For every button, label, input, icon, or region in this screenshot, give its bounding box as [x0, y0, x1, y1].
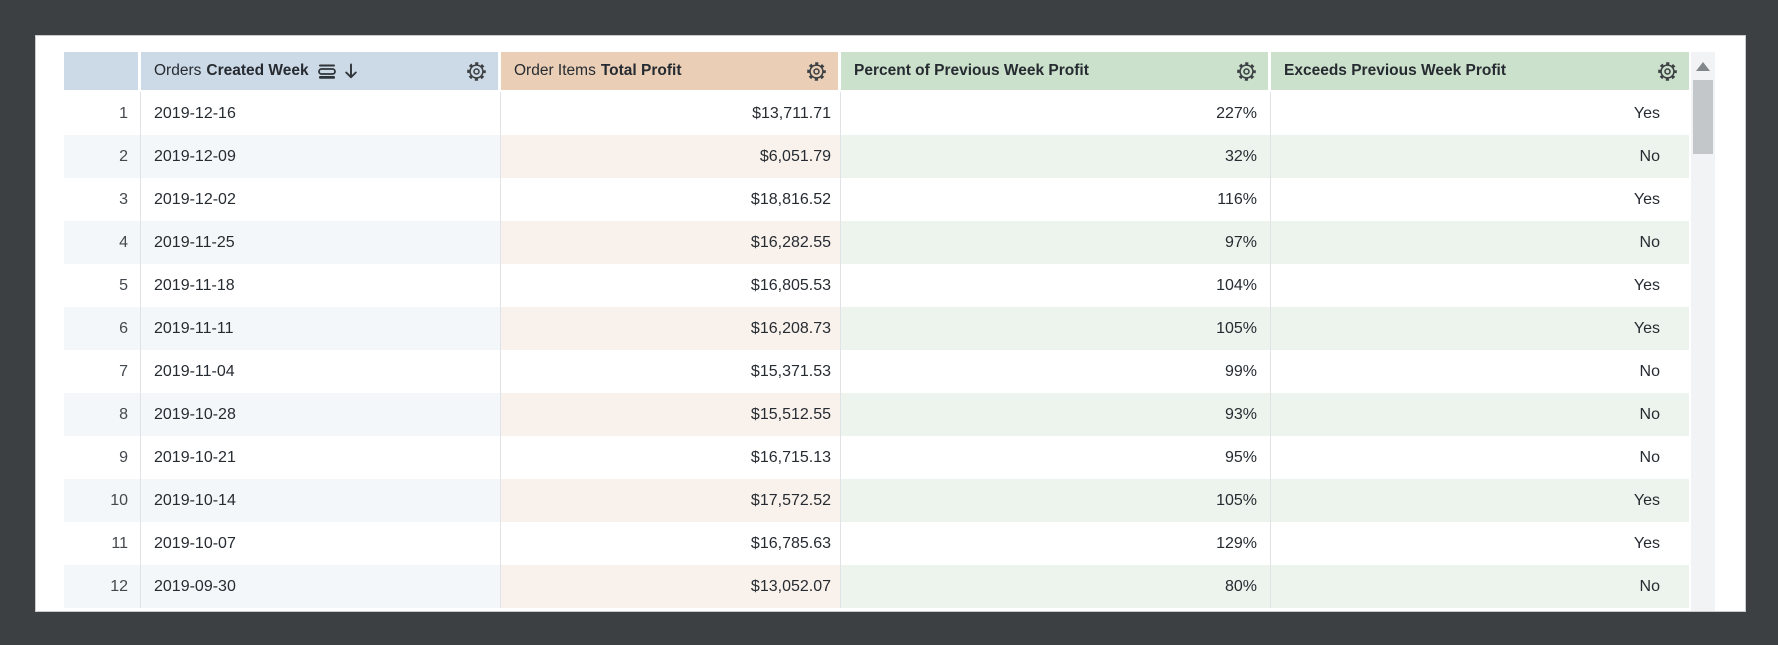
column-header-created-week[interactable]: Orders Created Week [141, 52, 501, 90]
table-rows-icon [317, 63, 336, 80]
cell-exceeds: Yes [1271, 522, 1689, 565]
gear-icon[interactable] [805, 60, 828, 83]
column-header-exceeds-previous-week[interactable]: Exceeds Previous Week Profit [1271, 52, 1689, 90]
cell-percent: 97% [841, 221, 1271, 264]
cell-percent: 129% [841, 522, 1271, 565]
cell-percent: 95% [841, 436, 1271, 479]
cell-profit: $13,711.71 [501, 92, 841, 135]
cell-exceeds: Yes [1271, 92, 1689, 135]
header-label-created-week: Created Week [206, 62, 309, 79]
cell-percent: 32% [841, 135, 1271, 178]
cell-week: 2019-10-28 [141, 393, 501, 436]
cell-week: 2019-12-09 [141, 135, 501, 178]
row-number-cell: 2 [64, 135, 141, 178]
cell-profit: $16,715.13 [501, 436, 841, 479]
row-number-cell: 10 [64, 479, 141, 522]
header-label-percent-previous-week: Percent of Previous Week Profit [854, 62, 1089, 79]
cell-profit: $18,816.52 [501, 178, 841, 221]
gear-icon[interactable] [465, 60, 488, 83]
cell-week: 2019-10-07 [141, 522, 501, 565]
scroll-up-icon[interactable] [1696, 62, 1710, 71]
gear-icon[interactable] [1235, 60, 1258, 83]
cell-exceeds: Yes [1271, 264, 1689, 307]
cell-exceeds: No [1271, 221, 1689, 264]
cell-percent: 93% [841, 393, 1271, 436]
cell-week: 2019-12-16 [141, 92, 501, 135]
cell-week: 2019-11-11 [141, 307, 501, 350]
row-number-cell: 1 [64, 92, 141, 135]
cell-exceeds: No [1271, 565, 1689, 608]
cell-profit: $13,052.07 [501, 565, 841, 608]
table-widget: Orders Created Week [64, 52, 1715, 611]
header-label-exceeds-previous-week: Exceeds Previous Week Profit [1284, 62, 1506, 79]
column-header-total-profit[interactable]: Order Items Total Profit [501, 52, 841, 90]
row-number-cell: 7 [64, 350, 141, 393]
row-number-cell: 6 [64, 307, 141, 350]
report-canvas: Orders Created Week [35, 35, 1746, 612]
cell-exceeds: Yes [1271, 479, 1689, 522]
header-prefix-orders: Orders [154, 62, 202, 79]
cell-percent: 116% [841, 178, 1271, 221]
cell-profit: $16,805.53 [501, 264, 841, 307]
gear-icon[interactable] [1656, 60, 1679, 83]
cell-week: 2019-11-04 [141, 350, 501, 393]
row-number-cell: 8 [64, 393, 141, 436]
cell-profit: $16,785.63 [501, 522, 841, 565]
row-number-cell: 11 [64, 522, 141, 565]
cell-profit: $15,512.55 [501, 393, 841, 436]
cell-week: 2019-09-30 [141, 565, 501, 608]
row-number-cell: 4 [64, 221, 141, 264]
cell-week: 2019-10-21 [141, 436, 501, 479]
cell-week: 2019-12-02 [141, 178, 501, 221]
cell-exceeds: No [1271, 393, 1689, 436]
cell-exceeds: No [1271, 135, 1689, 178]
cell-profit: $6,051.79 [501, 135, 841, 178]
cell-percent: 227% [841, 92, 1271, 135]
row-number-cell: 12 [64, 565, 141, 608]
cell-exceeds: No [1271, 436, 1689, 479]
row-number-cell: 5 [64, 264, 141, 307]
column-header-percent-previous-week[interactable]: Percent of Previous Week Profit [841, 52, 1271, 90]
cell-percent: 105% [841, 307, 1271, 350]
cell-profit: $16,282.55 [501, 221, 841, 264]
cell-week: 2019-10-14 [141, 479, 501, 522]
row-number-header[interactable] [64, 52, 141, 90]
scrollbar-thumb[interactable] [1693, 80, 1713, 154]
data-table: Orders Created Week [64, 52, 1689, 608]
cell-percent: 104% [841, 264, 1271, 307]
cell-week: 2019-11-18 [141, 264, 501, 307]
vertical-scrollbar[interactable] [1691, 52, 1715, 611]
sort-descending-icon [343, 62, 359, 80]
cell-exceeds: Yes [1271, 178, 1689, 221]
cell-exceeds: No [1271, 350, 1689, 393]
cell-profit: $15,371.53 [501, 350, 841, 393]
cell-percent: 99% [841, 350, 1271, 393]
row-number-cell: 9 [64, 436, 141, 479]
cell-percent: 105% [841, 479, 1271, 522]
cell-profit: $17,572.52 [501, 479, 841, 522]
cell-percent: 80% [841, 565, 1271, 608]
header-label-total-profit: Total Profit [600, 62, 682, 79]
cell-profit: $16,208.73 [501, 307, 841, 350]
row-number-cell: 3 [64, 178, 141, 221]
cell-exceeds: Yes [1271, 307, 1689, 350]
header-prefix-order-items: Order Items [514, 62, 596, 79]
cell-week: 2019-11-25 [141, 221, 501, 264]
